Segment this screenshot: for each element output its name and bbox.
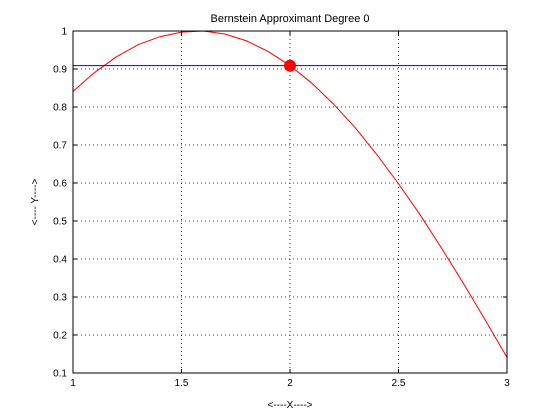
y-tick-label: 0.8 [53,103,67,114]
y-tick-label: 0.9 [53,65,67,76]
y-tick-label: 0.6 [53,179,67,190]
x-tick-label: 2 [287,378,293,389]
y-axis-label: <---- Y----> [30,179,41,226]
tick-group: 1 1.5 2 2.5 3 0.1 0.2 0.3 0.4 0.5 0.6 0.7 0.8 0.9 1 [53,27,510,390]
y-tick-label: 0.4 [53,255,67,266]
data-point-marker [284,59,296,72]
x-tick-label: 2.5 [392,378,406,389]
plot-area [73,31,507,373]
y-tick-label: 0.2 [53,331,67,342]
grid [73,31,507,373]
y-tick-label: 1 [61,27,67,38]
chart-title: Bernstein Approximant Degree 0 [211,13,370,25]
marker-group [284,59,296,72]
y-tick-label: 0.7 [53,141,67,152]
x-axis-label: <----X----> [268,400,313,411]
y-tick-label: 0.1 [53,369,67,380]
y-tick-label: 0.5 [53,217,67,228]
x-tick-label: 3 [504,378,510,389]
x-tick-label: 1 [70,378,76,389]
y-tick-label: 0.3 [53,293,67,304]
x-tick-label: 1.5 [175,378,189,389]
